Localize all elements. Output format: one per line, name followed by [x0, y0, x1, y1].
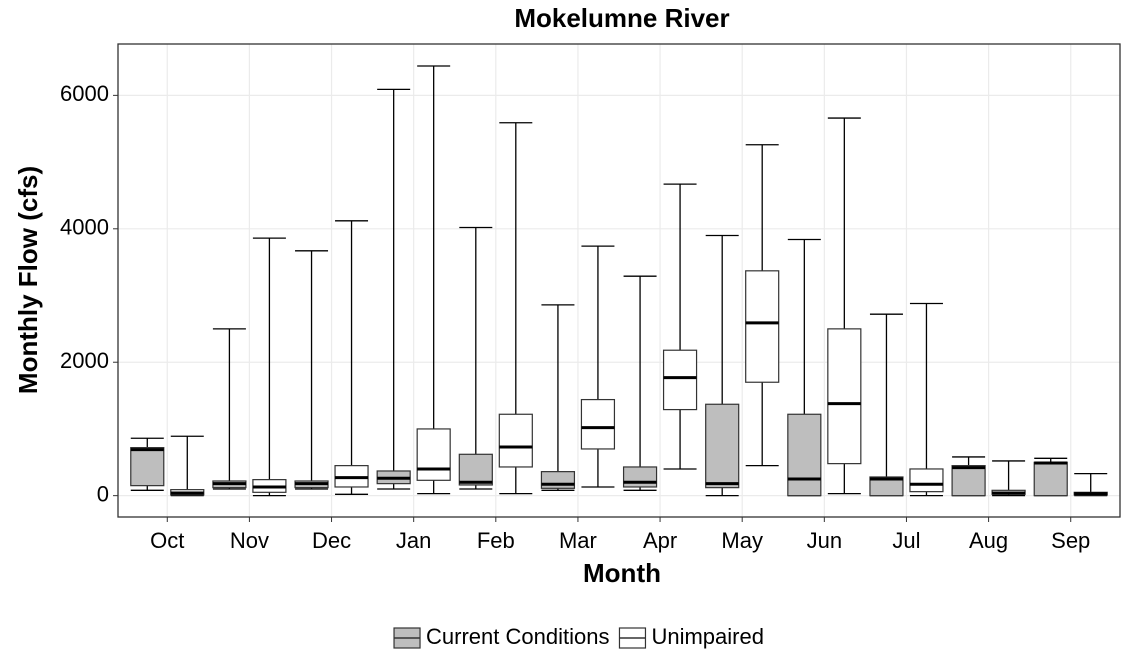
x-tick-label: Aug [969, 528, 1008, 553]
box [1033, 461, 1068, 497]
x-tick-label: Jan [396, 528, 431, 553]
box [580, 398, 616, 450]
x-tick-label: Dec [312, 528, 351, 553]
panel-border [117, 43, 1121, 518]
box [130, 447, 165, 487]
box [787, 413, 822, 497]
x-tick-label: Jun [807, 528, 842, 553]
box [458, 453, 493, 486]
x-tick-label: Jul [892, 528, 920, 553]
box [540, 471, 576, 489]
box [909, 468, 944, 493]
box [869, 476, 904, 497]
box [622, 466, 658, 488]
box [745, 270, 780, 383]
box [951, 465, 986, 497]
x-tick-label: Feb [477, 528, 515, 553]
y-tick-label: 0 [97, 481, 109, 506]
x-tick-label: Mar [559, 528, 597, 553]
y-tick-label: 6000 [60, 81, 109, 106]
x-tick-label: Oct [150, 528, 184, 553]
x-tick-label: Apr [643, 528, 677, 553]
legend-label: Current Conditions [426, 624, 609, 649]
box [705, 403, 740, 489]
x-tick-label: Sep [1051, 528, 1090, 553]
x-axis-title: Month [583, 558, 661, 588]
x-tick-label: May [721, 528, 763, 553]
box [662, 349, 698, 411]
x-tick-label: Nov [230, 528, 269, 553]
panel [118, 44, 1120, 517]
y-axis-title: Monthly Flow (cfs) [13, 166, 43, 394]
y-tick-label: 4000 [60, 215, 109, 240]
legend-label: Unimpaired [651, 624, 764, 649]
y-tick-label: 2000 [60, 348, 109, 373]
chart-title: Mokelumne River [514, 3, 729, 33]
box [416, 428, 451, 481]
box [827, 328, 862, 465]
box [498, 413, 533, 468]
